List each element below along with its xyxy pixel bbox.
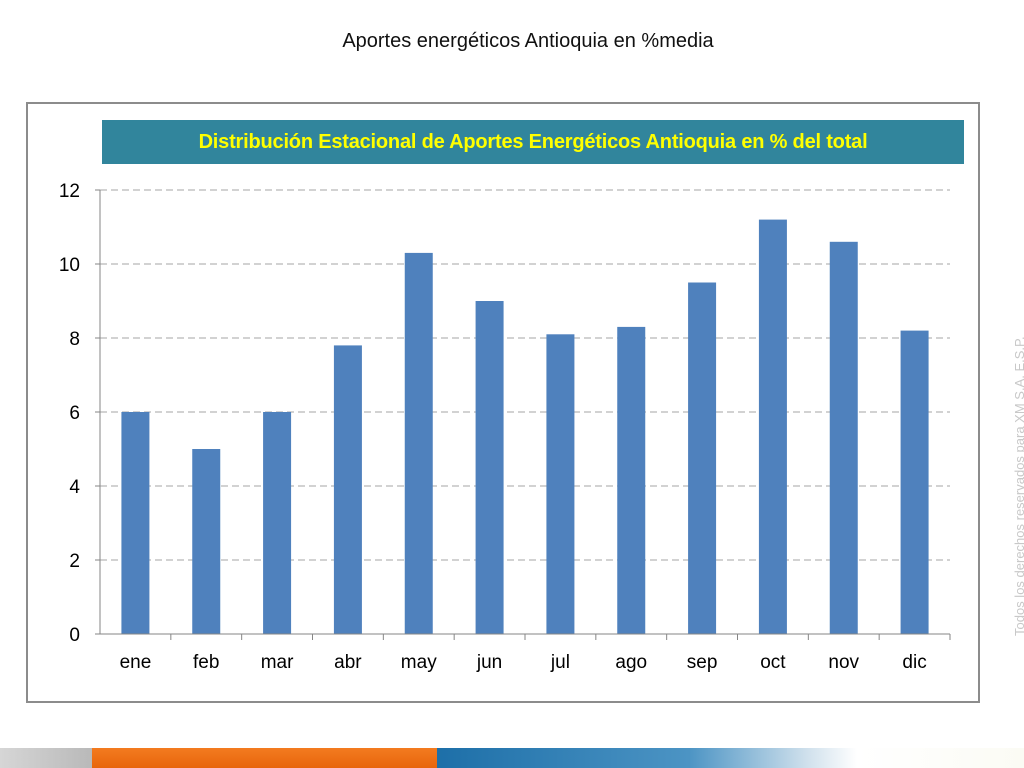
- footer-blue-segment: [437, 748, 857, 768]
- x-tick-label-may: may: [401, 652, 437, 673]
- footer-gray-segment: [0, 748, 92, 768]
- bar-may: [404, 252, 433, 634]
- x-tick-label-oct: oct: [760, 652, 786, 673]
- x-tick-label-jun: jun: [476, 652, 502, 673]
- gridlines: [100, 189, 950, 561]
- bar-feb: [192, 449, 221, 634]
- x-tick-label-nov: nov: [828, 652, 859, 673]
- y-tick-label: 12: [59, 181, 80, 202]
- y-tick-label: 10: [59, 255, 80, 276]
- bar-abr: [333, 345, 362, 634]
- chart-title-banner: Distribución Estacional de Aportes Energ…: [102, 120, 964, 164]
- chart-frame: Distribución Estacional de Aportes Energ…: [26, 102, 980, 703]
- bar-sep: [688, 282, 717, 634]
- footer-fade-segment: [857, 748, 1024, 768]
- bar-dic: [900, 330, 929, 634]
- bar-oct: [758, 219, 787, 634]
- footer-orange-segment: [92, 748, 437, 768]
- x-tick-label-ene: ene: [120, 652, 152, 673]
- bar-jul: [546, 334, 575, 634]
- y-tick-label: 6: [69, 403, 80, 424]
- x-tick-label-abr: abr: [334, 652, 362, 673]
- copyright-watermark: Todos los derechos reservados para XM S.…: [1012, 336, 1024, 636]
- y-tick-label: 4: [69, 477, 80, 498]
- bars: [121, 219, 929, 635]
- y-tick-label: 2: [69, 551, 80, 572]
- bar-nov: [829, 241, 858, 635]
- bar-mar: [263, 412, 292, 634]
- bar-ene: [121, 412, 150, 634]
- x-tick-label-jul: jul: [550, 652, 570, 673]
- y-tick-label: 0: [69, 625, 80, 646]
- bar-chart: 0 2 4 6 8 10 12 ene feb mar abr may jun jul ago sep oct n…: [59, 181, 951, 673]
- chart-title: Distribución Estacional de Aportes Energ…: [198, 130, 868, 153]
- axes: [95, 189, 951, 640]
- y-tick-label: 8: [69, 329, 80, 350]
- x-tick-label-dic: dic: [902, 652, 926, 673]
- bar-ago: [617, 326, 646, 634]
- slide-title: Aportes energéticos Antioquia en %media: [342, 30, 714, 52]
- x-tick-label-sep: sep: [687, 652, 718, 673]
- x-tick-label-ago: ago: [615, 652, 647, 673]
- x-tick-label-feb: feb: [193, 652, 219, 673]
- footer-color-bar: [0, 748, 1024, 768]
- tick-labels: 0 2 4 6 8 10 12 ene feb mar abr may jun jul ago sep oct n…: [59, 181, 927, 673]
- bar-jun: [475, 301, 504, 634]
- x-tick-label-mar: mar: [261, 652, 294, 673]
